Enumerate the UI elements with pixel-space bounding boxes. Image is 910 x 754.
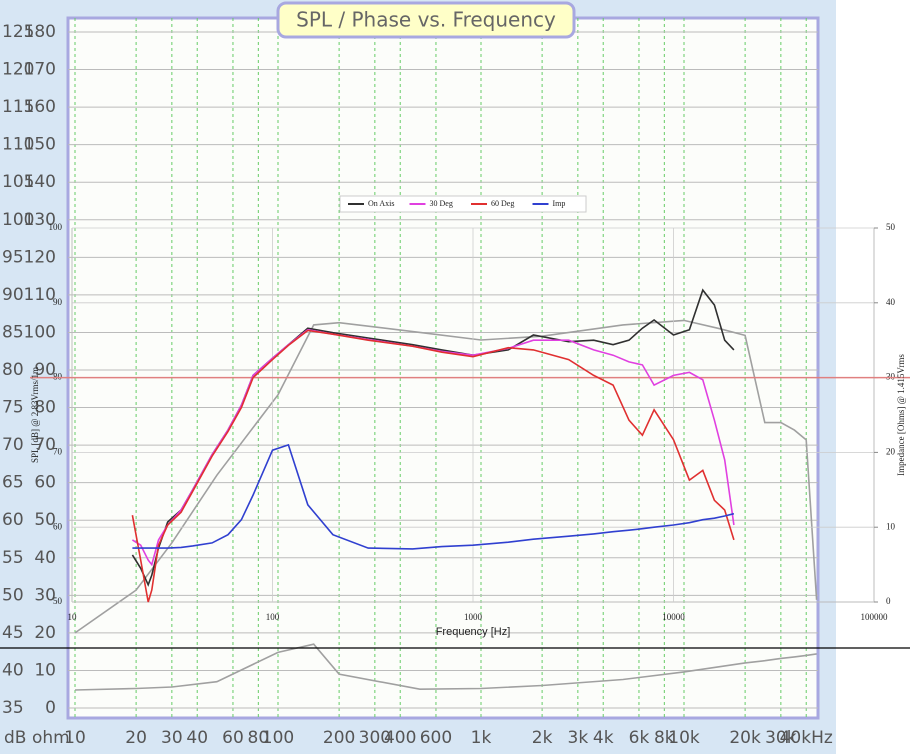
y-tick-label: 60 xyxy=(53,521,63,531)
x-tick-label: 400 xyxy=(384,728,416,748)
y-tick-label: 125 xyxy=(2,22,34,42)
x-tick-label: 80 xyxy=(248,728,270,748)
y2-tick-label: 30 xyxy=(886,372,896,382)
series-line xyxy=(132,443,735,550)
y-tick-label: 90 xyxy=(2,285,24,305)
y2-tick-label: 140 xyxy=(24,172,56,192)
y-tick-label: 70 xyxy=(2,435,24,455)
x-tick-label: 2k xyxy=(532,728,553,748)
y2-tick-label: 100 xyxy=(24,322,56,342)
x-tick-label: 10k xyxy=(668,728,700,748)
legend-label: 60 Deg xyxy=(491,199,514,208)
y-tick-label: 45 xyxy=(2,623,24,643)
x-tick-label: 8k xyxy=(654,728,675,748)
x-tick-label: 100 xyxy=(266,612,280,622)
x-tick-label: 1k xyxy=(471,728,492,748)
x-tick-label: 30 xyxy=(161,728,183,748)
y2-tick-label: 10 xyxy=(886,521,896,531)
y2-axis-label: Impedance [Ohms] @ 1.415Vrms xyxy=(896,354,906,476)
y-axis-label: dB xyxy=(4,728,26,748)
y2-tick-label: 170 xyxy=(24,60,56,80)
title-box xyxy=(276,1,576,39)
legend-label: Imp xyxy=(553,199,566,208)
x-tick-label: 600 xyxy=(420,728,452,748)
y-tick-label: 50 xyxy=(53,596,63,606)
x-tick-label: 6k xyxy=(629,728,650,748)
legend-label: 30 Deg xyxy=(430,199,453,208)
x-axis-label: Frequency [Hz] xyxy=(436,626,511,638)
y2-tick-label: 120 xyxy=(24,247,56,267)
y-tick-label: 80 xyxy=(53,372,63,382)
y-tick-label: 100 xyxy=(49,222,63,232)
y-tick-label: 100 xyxy=(2,210,34,230)
y-tick-label: 120 xyxy=(2,60,34,80)
x-tick-label: 10 xyxy=(68,612,78,622)
y2-tick-label: 110 xyxy=(24,285,56,305)
x-tick-label: 10000 xyxy=(662,612,685,622)
series-line xyxy=(74,643,817,691)
y2-tick-label: 20 xyxy=(34,623,56,643)
y2-tick-label: 0 xyxy=(45,698,56,718)
y2-tick-label: 80 xyxy=(34,398,56,418)
y-tick-label: 40 xyxy=(2,660,24,680)
series-line xyxy=(131,329,735,603)
x-tick-label: 200 xyxy=(323,728,355,748)
chart-title: SPL / Phase vs. Frequency xyxy=(296,8,556,32)
y2-axis-label: ohm xyxy=(32,728,70,748)
overlay-panel xyxy=(836,222,910,614)
y2-tick-label: 10 xyxy=(34,660,56,680)
legend-label: On Axis xyxy=(368,199,394,208)
y2-tick-label: 150 xyxy=(24,135,56,155)
y2-tick-label: 30 xyxy=(34,585,56,605)
y2-tick-label: 0 xyxy=(886,596,891,606)
y2-tick-label: 70 xyxy=(34,435,56,455)
y2-tick-label: 180 xyxy=(24,22,56,42)
series-line xyxy=(131,288,735,587)
y2-tick-label: 50 xyxy=(886,222,896,232)
y-axis-label: SPL [dB] @ 2.83Vrms/1m xyxy=(30,367,40,463)
y-tick-label: 110 xyxy=(2,135,34,155)
y-tick-label: 35 xyxy=(2,698,24,718)
y2-tick-label: 40 xyxy=(34,548,56,568)
y2-tick-label: 50 xyxy=(34,510,56,530)
y-tick-label: 95 xyxy=(2,247,24,267)
y2-tick-label: 60 xyxy=(34,473,56,493)
y2-tick-label: 130 xyxy=(24,210,56,230)
x-tick-label: 3k xyxy=(568,728,589,748)
y-tick-label: 80 xyxy=(2,360,24,380)
y2-tick-label: 40 xyxy=(886,297,896,307)
y-tick-label: 105 xyxy=(2,172,34,192)
y2-tick-label: 90 xyxy=(34,360,56,380)
y-tick-label: 75 xyxy=(2,398,24,418)
x-tick-label: 20 xyxy=(125,728,147,748)
x-tick-label: 60 xyxy=(222,728,244,748)
x-tick-label: 100 xyxy=(262,728,294,748)
y-tick-label: 115 xyxy=(2,97,34,117)
y-tick-label: 55 xyxy=(2,548,24,568)
x-tick-label: 1000 xyxy=(464,612,483,622)
x-tick-label: 30k xyxy=(765,728,797,748)
y-tick-label: 65 xyxy=(2,473,24,493)
x-tick-label: 10 xyxy=(64,728,86,748)
x-tick-label: 100000 xyxy=(861,612,889,622)
y-tick-label: 70 xyxy=(53,446,63,456)
legend-box xyxy=(339,195,587,213)
overlay-chart: 10 100 1000 10000 10000050607080901000102030… xyxy=(30,195,910,622)
y-tick-label: 90 xyxy=(53,297,63,307)
y2-tick-label: 20 xyxy=(886,446,896,456)
y-tick-label: 60 xyxy=(2,510,24,530)
y-tick-label: 85 xyxy=(2,322,24,342)
x-tick-label: 4k xyxy=(593,728,614,748)
x-tick-label: 40 xyxy=(186,728,208,748)
x-tick-label: 300 xyxy=(359,728,391,748)
y-tick-label: 50 xyxy=(2,585,24,605)
x-tick-label: 40kHz xyxy=(780,728,833,748)
y2-tick-label: 160 xyxy=(24,97,56,117)
x-tick-label: 20k xyxy=(729,728,761,748)
bg-plot-area xyxy=(66,16,820,720)
